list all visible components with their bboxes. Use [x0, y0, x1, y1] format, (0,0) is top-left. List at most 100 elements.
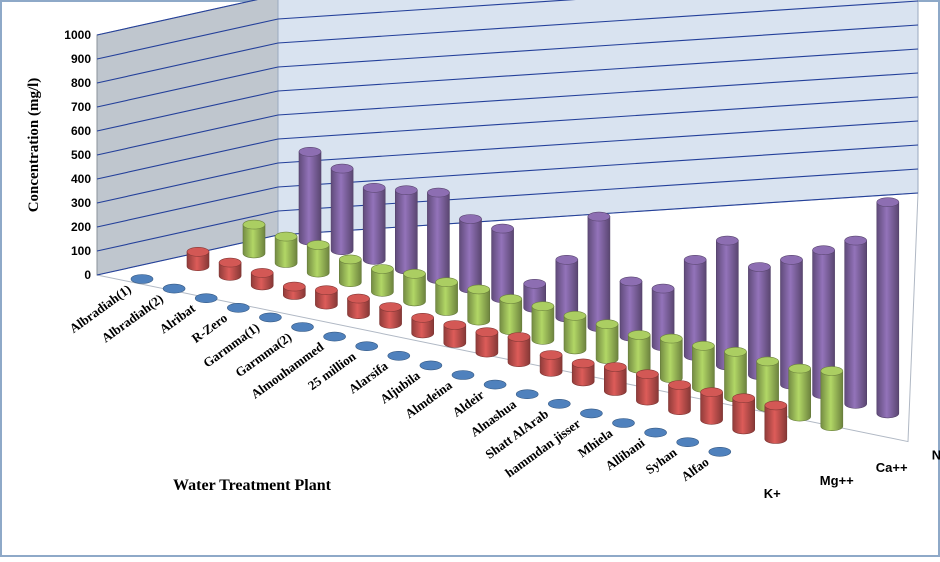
bar-Mg++-R-Zero-top — [282, 281, 306, 292]
y-tick-label: 600 — [71, 124, 91, 138]
bar-Na+-Shatt AlArab-top — [715, 235, 739, 246]
bar-K+-Garmma(2) — [291, 322, 314, 332]
bar-Ca++-Alarsifa-body — [499, 298, 523, 335]
bar-Na+-Albradiah(2) — [330, 163, 354, 255]
bar-Mg++-Alribat-top — [250, 268, 274, 278]
bar-Mg++-Alfao-top — [764, 400, 788, 411]
bar-K+-Aljubila — [419, 360, 443, 371]
bar-Na+-R-Zero-body — [395, 189, 418, 275]
bar-Na+-Albradiah(1)-body — [298, 151, 322, 246]
bar-Na+-Alribat — [362, 183, 386, 265]
bar-K+-Syhan — [676, 437, 700, 448]
bar-Mg++-hammdan jisser-body — [636, 373, 659, 406]
bar-Mg++-Garmma(1) — [315, 285, 338, 310]
bar-K+-Almdeina — [451, 370, 475, 380]
bar-K+-25 million-top — [355, 341, 379, 352]
bar-Na+-Alarsifa-top — [555, 254, 579, 265]
bar-Na+-Almouhammed — [491, 223, 514, 303]
y-tick-label: 100 — [71, 244, 91, 258]
gridline — [96, 48, 919, 132]
bar-K+-Albradiah(1)-top — [130, 274, 154, 284]
gridline — [96, 0, 576, 60]
bar-Na+-25 million-top — [523, 278, 547, 289]
bar-Ca++-25 million-top — [467, 284, 491, 295]
bar-Ca++-Garmma(2)-body — [403, 273, 426, 307]
bar-Na+-Aljubila-body — [587, 216, 611, 332]
bar-Ca++-Almouhammed-top — [435, 277, 458, 288]
bar-Ca++-Mhiela — [724, 346, 747, 403]
bar-K+-Mhiela-top — [612, 418, 635, 428]
bar-Ca++-Albradiah(2)-top — [274, 231, 298, 242]
bar-Mg++-Alnashua-top — [571, 358, 595, 369]
bar-Mg++-Albradiah(2) — [218, 257, 242, 281]
bar-Ca++-Alfao — [820, 366, 844, 431]
bar-Mg++-Aljubila — [475, 327, 499, 358]
bar-K+-Alarsifa — [387, 350, 411, 361]
bar-Ca++-Syhan-top — [788, 363, 812, 374]
bar-Ca++-Almouhammed — [435, 277, 458, 316]
bar-K+-Alarsifa-top — [387, 350, 411, 361]
bar-K+-Shatt AlArab-top — [547, 398, 571, 409]
bar-Ca++-hammdan jisser — [692, 340, 715, 393]
y-tick-label: 900 — [71, 52, 91, 66]
bar-Mg++-Garmma(1)-top — [315, 285, 338, 296]
y-axis-label: Concentration (mg/l) — [26, 78, 42, 213]
bar-K+-Aldeir-top — [483, 379, 507, 390]
bar-Mg++-Albradiah(1) — [186, 247, 210, 271]
bar-Mg++-Alarsifa-body — [443, 324, 467, 348]
bar-Na+-Garmma(1)-top — [427, 187, 450, 198]
bar-Ca++-Alarsifa-top — [499, 294, 523, 304]
bar-Mg++-Syhan-top — [732, 393, 756, 404]
bar-K+-Garmma(2)-top — [291, 322, 314, 332]
bar-Ca++-Aljubila-top — [531, 301, 555, 312]
bar-Na+-Garmma(2)-top — [459, 214, 482, 224]
gridline — [96, 120, 919, 204]
bar-Na+-Mhiela-top — [780, 254, 803, 265]
bar-Mg++-Aldeir — [539, 350, 563, 377]
bar-Na+-Almouhammed-top — [491, 223, 514, 234]
bar-Mg++-Garmma(1)-body — [315, 289, 338, 310]
bar-Mg++-Mhiela-top — [668, 380, 691, 390]
bar-K+-R-Zero — [227, 302, 250, 313]
bar-K+-Aldeir — [483, 379, 507, 390]
bar-K+-25 million — [355, 341, 379, 352]
bar-Mg++-Garmma(2)-body — [347, 298, 370, 319]
y-tick-label: 300 — [71, 196, 91, 210]
series-axis-label: Mg++ — [820, 473, 854, 488]
bar-Mg++-Almouhammed-top — [379, 302, 402, 312]
bar-Ca++-Garmma(1)-body — [371, 268, 394, 297]
bar-Mg++-Allibani-top — [700, 387, 723, 398]
bar-Mg++-Alnashua — [571, 358, 595, 387]
bar-Ca++-hammdan jisser-top — [692, 340, 715, 351]
bar-K+-Alribat — [194, 293, 218, 304]
bar-Na+-Almdeina-top — [619, 276, 643, 287]
bar-Ca++-Allibani-top — [756, 356, 779, 367]
bar-Ca++-Syhan — [788, 363, 812, 422]
bar-Na+-Alnashua — [683, 254, 707, 361]
bar-Ca++-Albradiah(2) — [274, 231, 298, 268]
gridline — [96, 24, 919, 108]
bar-K+-Aljubila-top — [419, 360, 443, 371]
bar-K+-Alfao-top — [708, 446, 732, 457]
bar-Na+-Albradiah(2)-top — [330, 163, 354, 174]
bar-Mg++-Albradiah(1)-body — [186, 251, 210, 271]
bar-Ca++-Almdeina-body — [563, 315, 587, 355]
bar-Na+-hammdan jisser-top — [748, 262, 771, 272]
bar-Mg++-Allibani-body — [700, 391, 723, 425]
bar-K+-Mhiela — [612, 418, 635, 428]
y-tick-label: 200 — [71, 220, 91, 234]
bar-Mg++-25 million-body — [411, 317, 434, 339]
y-tick-label: 1000 — [64, 28, 91, 42]
bar-Ca++-R-Zero — [338, 254, 362, 287]
bar-Ca++-Aljubila-body — [531, 305, 555, 345]
bar-Ca++-Mhiela-top — [724, 346, 747, 357]
bar-Ca++-Alarsifa — [499, 294, 523, 335]
bar-Mg++-hammdan jisser-top — [636, 369, 659, 380]
bar-Mg++-Alarsifa — [443, 320, 467, 348]
bar-Na+-Garmma(2)-body — [459, 218, 482, 294]
bar-Na+-Syhan-top — [844, 235, 868, 246]
bar-Ca++-Alfao-body — [820, 370, 844, 431]
bar-Na+-Garmma(1)-body — [427, 192, 450, 284]
bar-Na+-Alfao-body — [876, 201, 900, 419]
